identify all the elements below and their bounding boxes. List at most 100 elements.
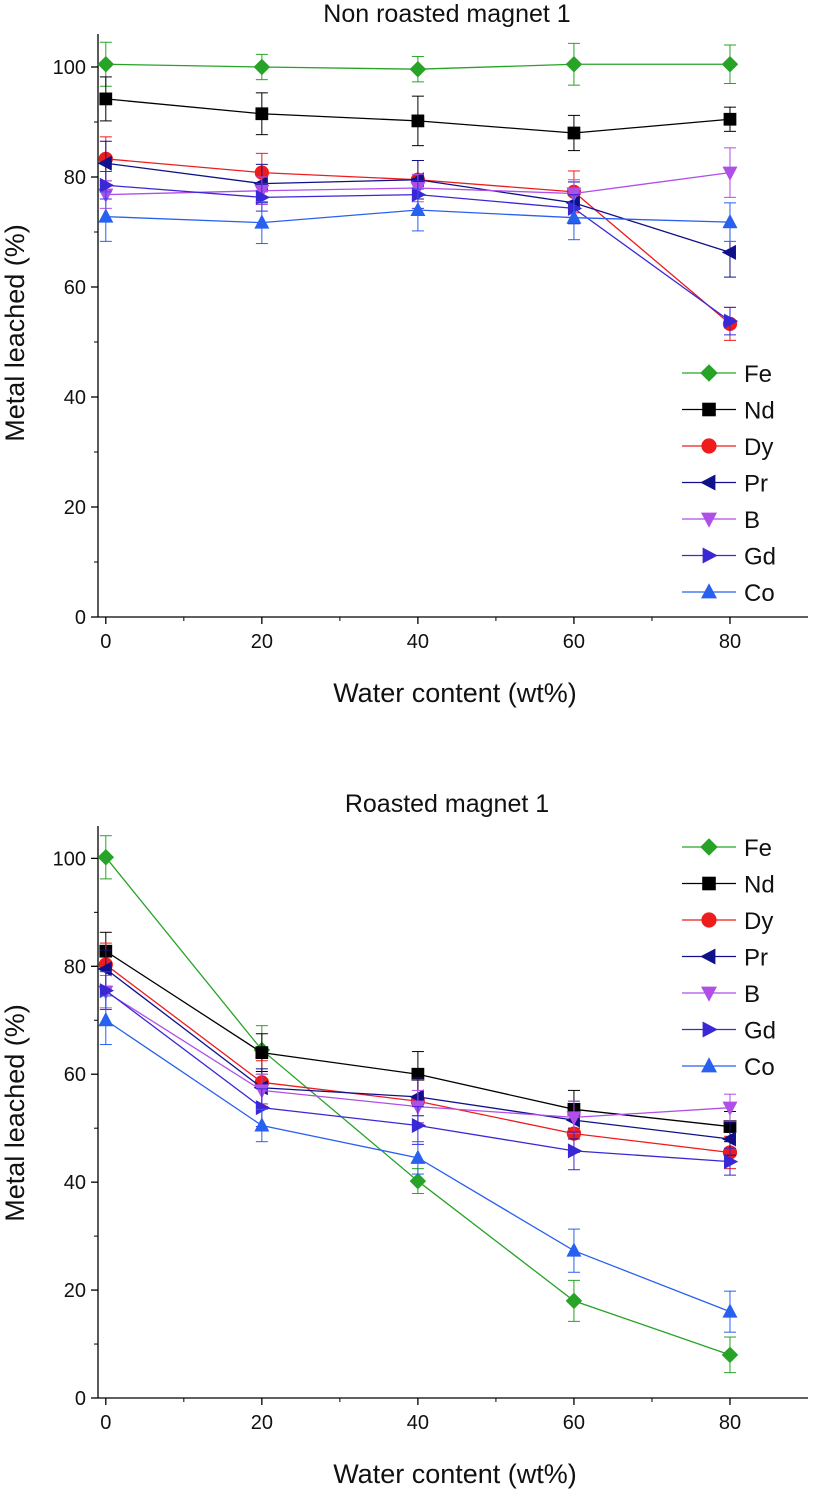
x-tick-label: 20 [251,1412,273,1434]
data-point [566,1111,582,1126]
legend-item-fe: Fe [682,361,772,388]
data-point [97,849,115,866]
legend-label: Co [744,1054,775,1081]
data-point [567,126,581,140]
legend-label: Pr [744,945,768,972]
legend-label: Fe [744,361,772,388]
y-tick-label: 80 [64,956,86,978]
data-point [410,201,426,216]
data-point [411,1117,427,1133]
data-point [255,189,271,205]
y-tick-label: 40 [64,1172,86,1194]
x-tick-label: 0 [100,631,111,653]
y-tick-label: 20 [64,497,86,519]
legend-marker [702,1021,718,1038]
data-point [723,1154,739,1170]
series-co [98,995,738,1333]
series-gd [99,971,739,1176]
data-point [411,187,427,203]
data-point [411,114,425,128]
data-point [99,177,115,193]
y-tick-label: 100 [53,848,86,870]
x-tick-label: 20 [251,631,273,653]
x-tick-label: 40 [407,1412,429,1434]
legend-label: B [744,507,760,534]
legend-item-fe: Fe [682,835,772,862]
legend-marker [700,838,718,856]
series-co [98,188,738,245]
legend-marker [701,912,717,928]
data-point [411,1067,425,1081]
legend: Fe Nd Dy Pr B Gd Co [682,361,776,607]
x-axis-label: Water content (wt%) [333,678,577,708]
data-point [98,1012,114,1027]
x-tick-label: 40 [407,631,429,653]
legend-marker [701,438,717,454]
legend-marker [700,474,716,491]
data-point [723,313,739,329]
y-tick-label: 20 [64,1280,86,1302]
legend-marker [701,986,717,1002]
data-point [565,1292,583,1310]
legend-marker [701,583,717,599]
legend-marker [702,876,716,891]
y-tick-label: 40 [64,387,86,409]
legend-label: Gd [744,544,776,571]
legend: Fe Nd Dy Pr B Gd Co [682,835,776,1081]
legend-label: Dy [744,908,773,935]
data-point [97,961,112,977]
legend-item-nd: Nd [682,398,775,425]
legend-item-co: Co [682,580,775,607]
data-point [98,208,114,223]
data-point [99,92,113,106]
data-point [565,56,583,73]
x-tick-label: 80 [719,631,741,653]
legend-item-pr: Pr [682,945,768,972]
chart-panel-roasted: Roasted magnet 1 Water content (wt%) Met… [0,790,808,1489]
chart-title: Non roasted magnet 1 [323,0,570,28]
y-tick-label: 100 [53,57,86,79]
legend-item-pr: Pr [682,471,768,498]
chart-title: Roasted magnet 1 [345,790,549,818]
legend-label: Nd [744,398,775,425]
legend-item-nd: Nd [682,872,775,899]
legend-marker [701,512,717,528]
data-point [99,983,115,999]
series-fe [97,41,739,87]
legend-label: Fe [744,835,772,862]
data-point [409,1172,427,1190]
y-tick-label: 0 [75,607,86,629]
chart-panel-non-roasted: Non roasted magnet 1 Water content (wt%)… [0,0,808,708]
legend-label: Pr [744,471,768,498]
data-point [722,1303,738,1318]
legend-marker [702,547,718,564]
data-point [410,1149,426,1164]
y-tick-label: 80 [64,167,86,189]
legend-item-dy: Dy [682,908,773,935]
y-tick-label: 60 [64,277,86,299]
legend-item-gd: Gd [682,1018,776,1045]
legend-label: Gd [744,1018,776,1045]
y-tick-label: 60 [64,1064,86,1086]
x-tick-label: 60 [563,631,585,653]
data-point [721,1131,736,1147]
y-axis-label: Metal leached (%) [0,224,30,442]
data-point [409,60,427,78]
data-point [255,1046,269,1060]
data-point [254,214,270,229]
y-tick-label: 0 [75,1388,86,1410]
data-point [253,58,271,76]
data-point [722,213,738,229]
data-point [255,1100,271,1116]
data-point [567,1143,583,1159]
data-point [721,1346,739,1364]
legend-label: Co [744,580,775,607]
data-point [566,1242,582,1257]
data-point [721,56,739,73]
legend-label: Dy [744,434,773,461]
legend-item-gd: Gd [682,544,776,571]
y-axis-label: Metal leached (%) [0,1004,30,1222]
legend-item-dy: Dy [682,434,773,461]
data-point [255,107,269,121]
